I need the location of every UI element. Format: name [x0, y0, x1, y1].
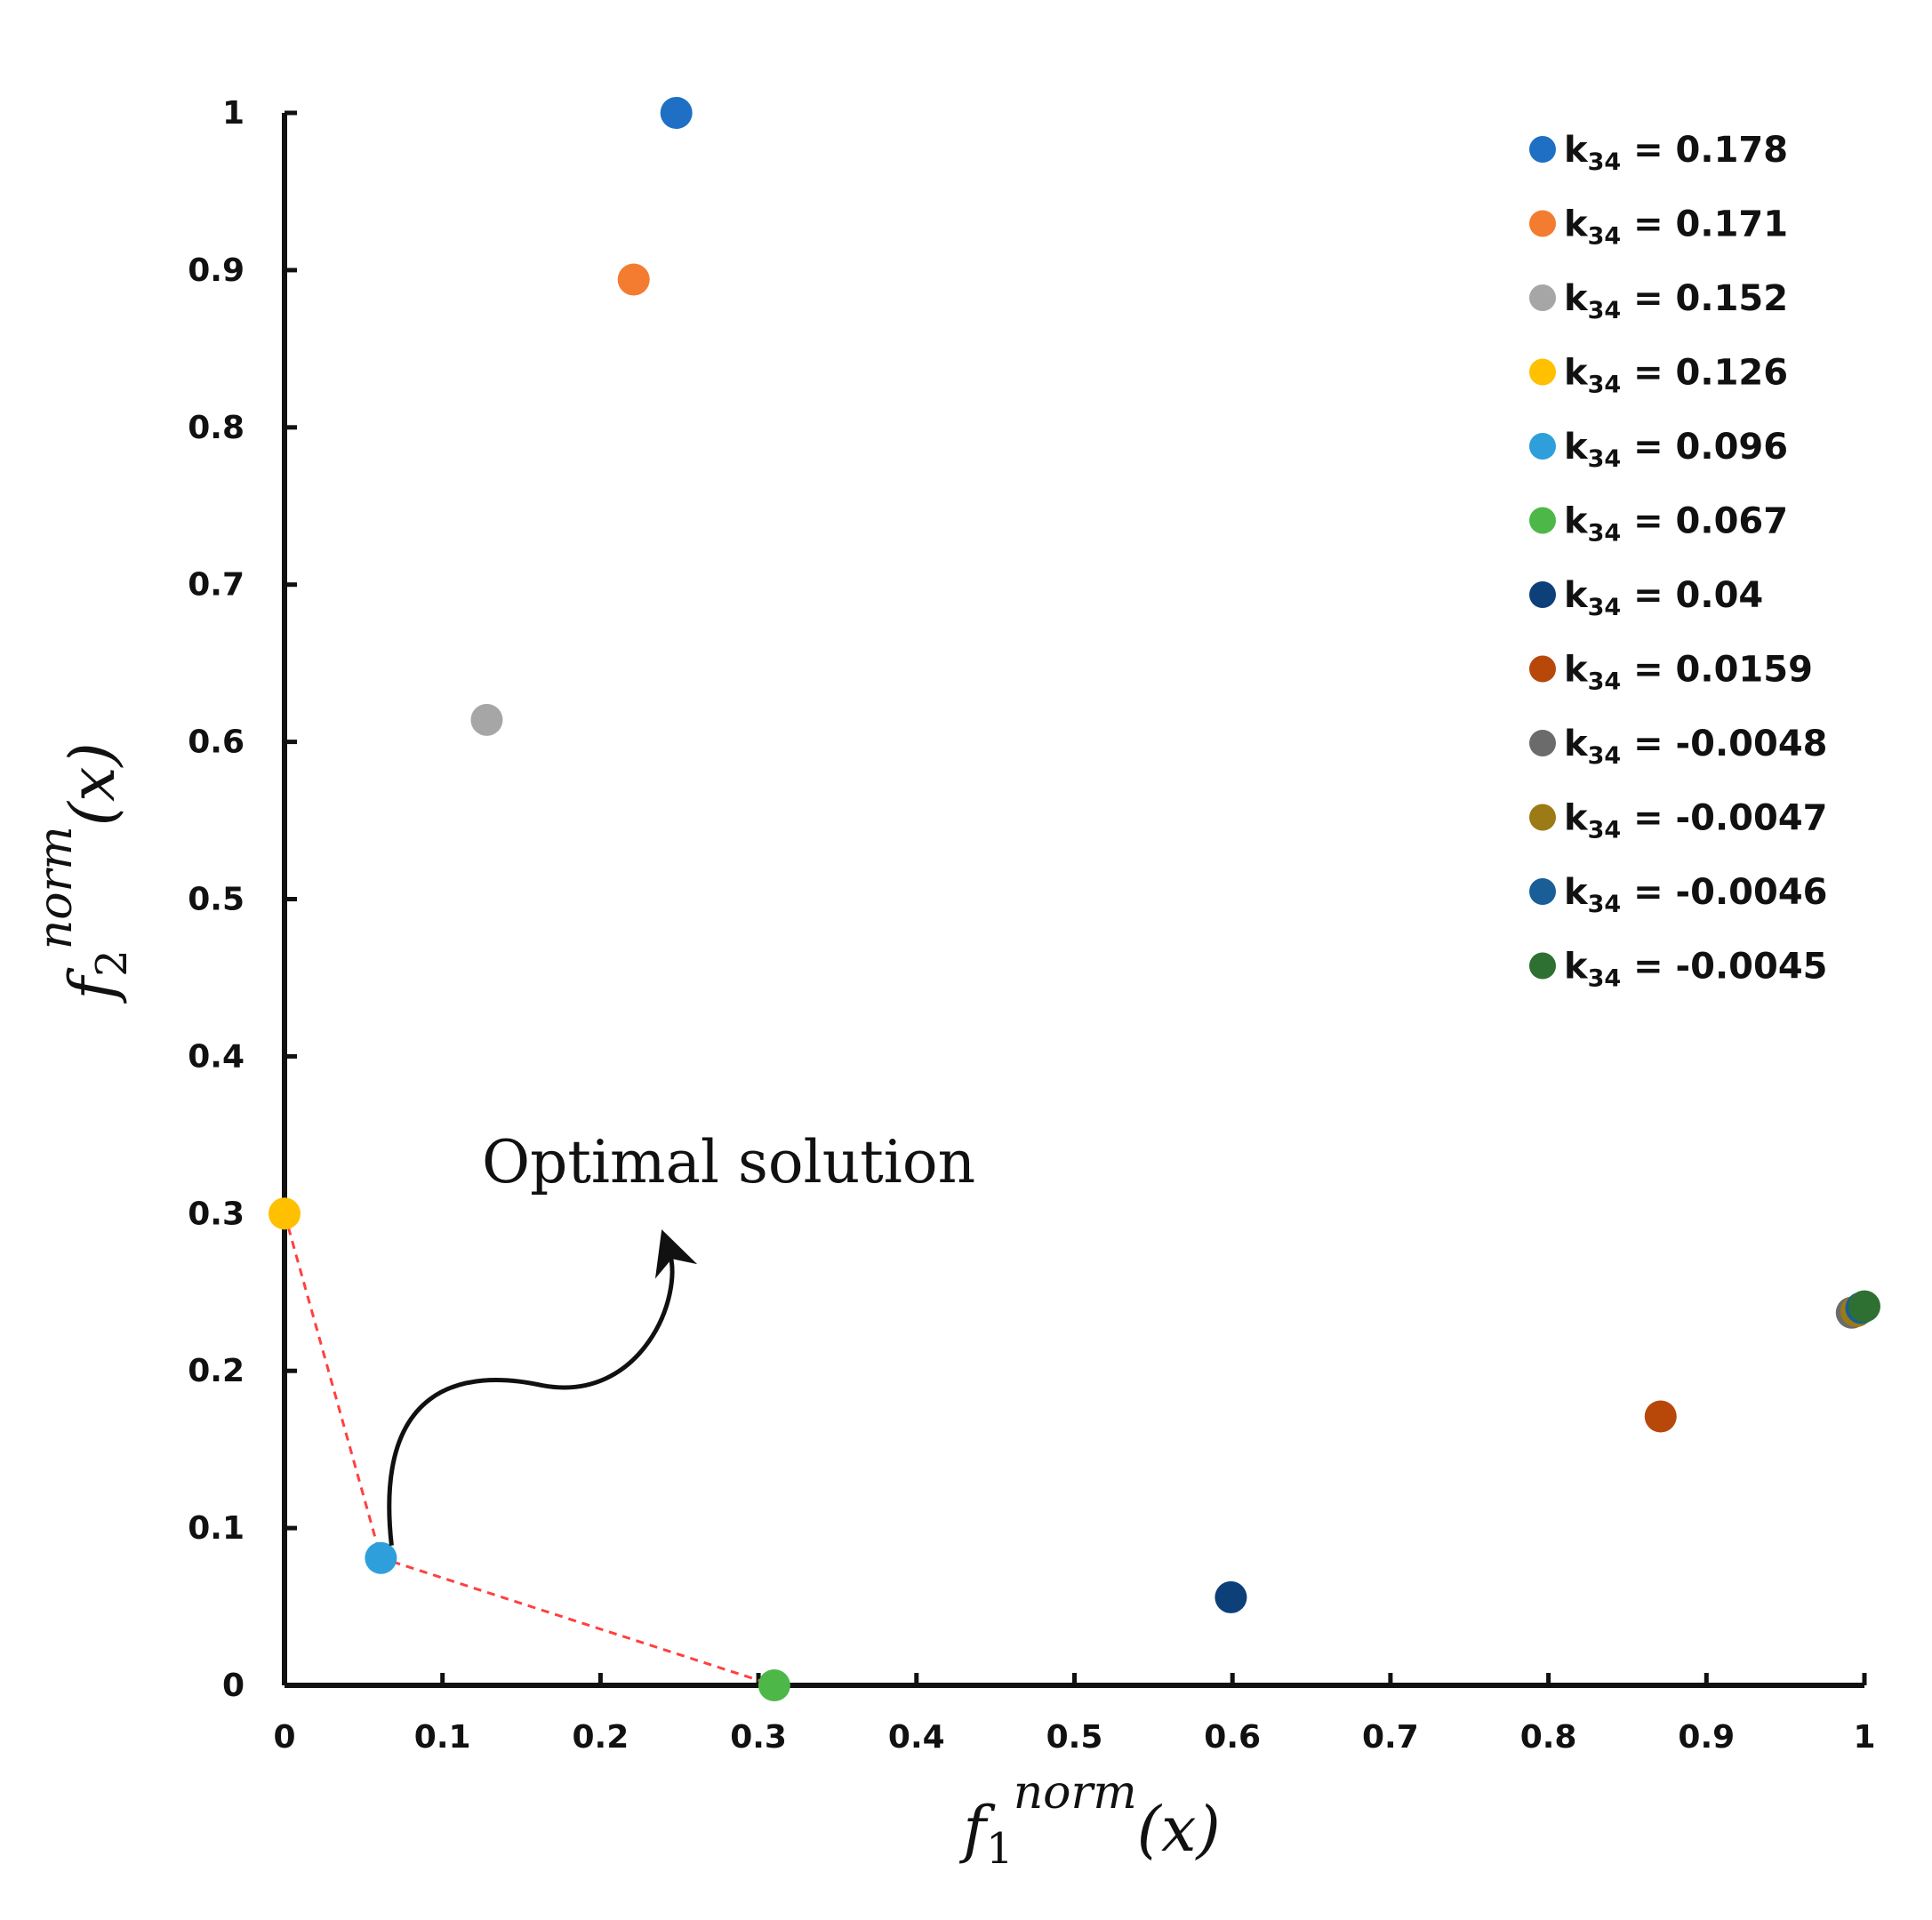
- y-axis-label: f2norm(x): [29, 742, 137, 1004]
- x-tick-label: 0.7: [1362, 1719, 1419, 1756]
- data-point: [1644, 1400, 1677, 1433]
- annotation: Optimal solution: [387, 1128, 975, 1546]
- data-point: [1848, 1290, 1880, 1323]
- legend-marker: [1529, 358, 1556, 386]
- legend-marker: [1529, 730, 1556, 756]
- data-point: [660, 97, 693, 129]
- data-points: [269, 97, 1880, 1701]
- y-tick-label: 0.5: [188, 882, 245, 918]
- y-tick-label: 1: [222, 95, 245, 132]
- x-tick-label: 0.5: [1046, 1719, 1103, 1756]
- x-tick-label: 1: [1853, 1719, 1875, 1756]
- data-point: [617, 263, 650, 296]
- annotation-arrow: [387, 1229, 698, 1546]
- pareto-front: [283, 1212, 775, 1687]
- legend-entry: k34 = -0.0046: [1564, 872, 1828, 918]
- annotation-text: Optimal solution: [482, 1128, 975, 1196]
- legend-entry: k34 = 0.171: [1564, 204, 1788, 251]
- x-tick-label: 0.2: [573, 1719, 629, 1756]
- pareto-front-line: [283, 1212, 775, 1687]
- axes: 0 0.1 0.2 0.3 0.4 0.5 0.6 0.7 0.8 0.9 1 0 0.1 0.2 0.3 0…: [188, 95, 1875, 1756]
- x-tick-label: 0.4: [888, 1719, 945, 1756]
- legend-marker: [1529, 284, 1556, 311]
- legend-marker: [1529, 878, 1556, 905]
- legend-entry: k34 = 0.096: [1564, 427, 1788, 473]
- y-tick-label: 0.7: [188, 567, 245, 604]
- data-point: [758, 1669, 790, 1701]
- legend-marker: [1529, 136, 1556, 163]
- x-tick-label: 0.3: [730, 1719, 787, 1756]
- x-tick-label: 0.1: [414, 1719, 471, 1756]
- legend-entry: k34 = -0.0048: [1564, 724, 1828, 770]
- legend-entry: k34 = 0.067: [1564, 501, 1788, 548]
- legend-entry: k34 = -0.0047: [1564, 798, 1828, 844]
- legend-marker: [1529, 507, 1556, 534]
- legend-marker: [1529, 952, 1556, 980]
- data-point: [365, 1541, 397, 1574]
- y-tick-label: 0.2: [188, 1353, 245, 1389]
- legend-marker: [1529, 581, 1556, 608]
- y-tick-label: 0.3: [188, 1196, 245, 1232]
- y-tick-label: 0.9: [188, 252, 245, 289]
- x-tick-label: 0.9: [1678, 1719, 1735, 1756]
- x-tick-label: 0: [273, 1719, 295, 1756]
- legend-entry: k34 = 0.152: [1564, 278, 1788, 324]
- x-axis-label: f1norm(x): [958, 1766, 1221, 1874]
- legend: k34 = 0.178 k34 = 0.171 k34 = 0.152 k34 = 0…: [1529, 130, 1828, 993]
- legend-entry: k34 = 0.04: [1564, 575, 1763, 621]
- legend-entry: k34 = 0.178: [1564, 130, 1788, 176]
- x-tick-label: 0.8: [1520, 1719, 1577, 1756]
- y-tick-label: 0: [222, 1668, 245, 1704]
- y-tick-label: 0.8: [188, 410, 245, 446]
- legend-entry: k34 = 0.0159: [1564, 650, 1813, 696]
- y-tick-label: 0.4: [188, 1038, 245, 1075]
- legend-marker: [1529, 655, 1556, 683]
- y-tick-label: 0.6: [188, 724, 245, 761]
- legend-entry: k34 = -0.0045: [1564, 947, 1828, 993]
- x-tick-label: 0.6: [1204, 1719, 1261, 1756]
- y-tick-label: 0.1: [188, 1510, 245, 1547]
- data-point: [269, 1197, 301, 1230]
- legend-marker: [1529, 210, 1556, 237]
- legend-marker: [1529, 804, 1556, 831]
- data-point: [1215, 1580, 1247, 1613]
- data-point: [470, 703, 503, 736]
- legend-marker: [1529, 433, 1556, 460]
- legend-entry: k34 = 0.126: [1564, 353, 1788, 399]
